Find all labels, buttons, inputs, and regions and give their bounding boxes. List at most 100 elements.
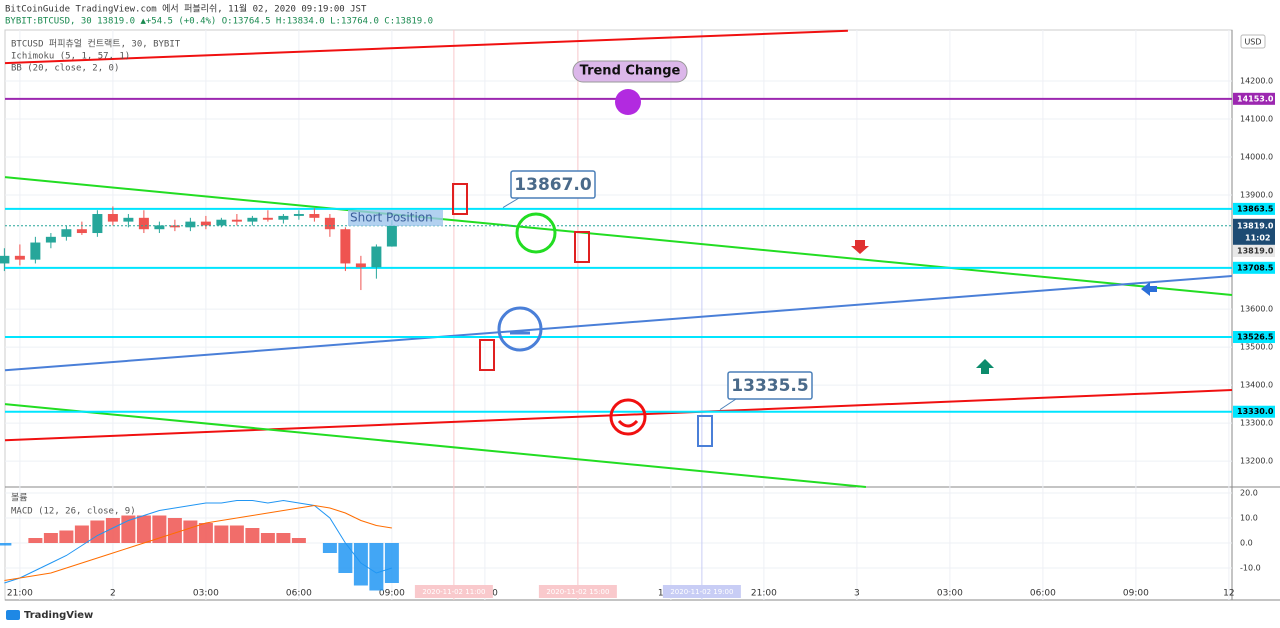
- hand-icon: [574, 231, 590, 263]
- x-tick-label: 06:00: [1030, 589, 1056, 599]
- macd-histogram-bar: [291, 538, 306, 543]
- macd-histogram-bar: [338, 543, 353, 573]
- chart-title: BTCUSD 퍼피츄얼 컨트랙트, 30, BYBIT: [11, 39, 181, 50]
- current-price-label: 13819.0: [1237, 221, 1274, 230]
- candle-body: [371, 246, 382, 268]
- x-tick-label: 21:00: [751, 589, 777, 599]
- callout-box: [727, 371, 813, 400]
- trendline: [4, 274, 1233, 372]
- callout-label: 13867.0: [514, 175, 592, 195]
- secondary-price-box: [1233, 245, 1275, 257]
- macd-histogram-bar: [353, 543, 368, 586]
- note: Short Position: [350, 211, 433, 225]
- publish-note: BitCoinGuide TradingView.com 에서 퍼블리쉬, 11…: [5, 3, 367, 15]
- trendline: [4, 176, 1233, 296]
- macd-histogram-bar: [152, 515, 167, 543]
- face-mouth: [617, 419, 639, 428]
- time-marker-label: 2020-11-02 19:00: [670, 588, 733, 596]
- x-tick-label: 09:00: [379, 589, 405, 599]
- hand-icon: [479, 339, 495, 371]
- macd-histogram-bar: [28, 538, 43, 543]
- trendline: [4, 29, 848, 65]
- level-label: 13863.5: [1237, 204, 1274, 213]
- candle-body: [278, 215, 289, 220]
- macd-histogram-bar: [276, 533, 291, 543]
- time-marker-box: [662, 585, 741, 598]
- face-icon: [609, 398, 647, 436]
- macd-line: [4, 499, 393, 584]
- brand: TradingView: [24, 610, 93, 621]
- trendline: [4, 389, 1233, 442]
- level-label: 13330.0: [1237, 407, 1274, 416]
- candle-body: [200, 221, 211, 226]
- level-label-box: [1233, 331, 1275, 344]
- macd-histogram-bar: [59, 530, 74, 543]
- level-label-box: [1233, 261, 1275, 274]
- macd-histogram-bar: [74, 525, 89, 543]
- macd-histogram-bar: [322, 543, 337, 553]
- layer: 21:00203:0006:0009:0012:0015:0018:0021:0…: [0, 29, 1275, 600]
- y-tick-label: 14000.0: [1240, 152, 1273, 161]
- x-tick-label: 12: [1223, 589, 1234, 599]
- macd-histogram-bar: [229, 525, 244, 543]
- callout-pointer: [502, 197, 520, 208]
- candle-body: [293, 214, 304, 216]
- macd-histogram-bar: [136, 515, 151, 543]
- arrow-left: [1141, 282, 1157, 296]
- macd-histogram-bar: [105, 518, 120, 543]
- y-tick-label: 13200.0: [1240, 457, 1273, 466]
- x-tick-label: 03:00: [193, 589, 219, 599]
- note-bg: [348, 210, 443, 226]
- y-tick-label: 13500.0: [1240, 343, 1273, 352]
- quote-line: BYBIT:BTCUSD, 30 13819.0 ▲+54.5 (+0.4%) …: [5, 17, 433, 27]
- macd-histogram-bar: [214, 525, 229, 543]
- hand-icon: [697, 415, 713, 447]
- countdown: 11:02: [1245, 233, 1270, 242]
- candle-body: [309, 214, 320, 218]
- time-marker-label: 2020-11-02 15:00: [546, 588, 609, 596]
- y-tick-label: 14100.0: [1240, 114, 1273, 123]
- indicator: Ichimoku (5, 1, 57, 1): [11, 52, 130, 62]
- candle-body: [355, 263, 366, 268]
- candle-body: [262, 217, 273, 220]
- x-tick-label: 3: [854, 589, 860, 599]
- candle-body: [247, 217, 258, 222]
- candle-body: [76, 229, 87, 234]
- level-label: 14153.0: [1237, 94, 1274, 103]
- macd-histogram-bar: [260, 533, 275, 543]
- x-tick-label: 06:00: [286, 589, 312, 599]
- candle-body: [45, 236, 56, 243]
- candle-body: [14, 255, 25, 260]
- candle-body: [138, 217, 149, 230]
- candle-body: [324, 217, 335, 230]
- signal-line: [4, 504, 392, 581]
- candle-body: [169, 225, 180, 228]
- macd-histogram-bar: [369, 543, 384, 591]
- candle-body: [30, 242, 41, 260]
- callout-box: [510, 170, 596, 199]
- y-tick-label: 13300.0: [1240, 419, 1273, 428]
- macd-histogram-bar: [0, 543, 12, 546]
- hand-icon: [452, 183, 468, 215]
- time-marker-box: [538, 585, 617, 598]
- face-icon: [515, 212, 557, 254]
- candle-body: [107, 214, 118, 222]
- level-label-box: [1233, 202, 1275, 215]
- y-tick-label: 13900.0: [1240, 191, 1273, 200]
- note-bubble: [572, 60, 688, 83]
- x-tick-label: 2: [110, 589, 116, 599]
- y-tick-label: 13400.0: [1240, 381, 1273, 390]
- macd-histogram-bar: [183, 520, 198, 543]
- indicator: BB (20, close, 2, 0): [11, 64, 119, 74]
- callout-label: 13335.5: [731, 376, 808, 396]
- y-tick-label: 14200.0: [1240, 76, 1273, 85]
- trendline: [4, 403, 866, 488]
- volume-title: 볼륨: [11, 493, 28, 504]
- time-marker-label: 2020-11-02 11:00: [422, 588, 485, 596]
- macd-histogram-bar: [43, 533, 58, 543]
- y-tick-label: 10.0: [1240, 514, 1258, 523]
- candle-body: [216, 219, 227, 226]
- macd-histogram-bar: [245, 528, 260, 543]
- y-tick-label: -10.0: [1240, 564, 1261, 573]
- x-tick-label: 21:00: [7, 589, 33, 599]
